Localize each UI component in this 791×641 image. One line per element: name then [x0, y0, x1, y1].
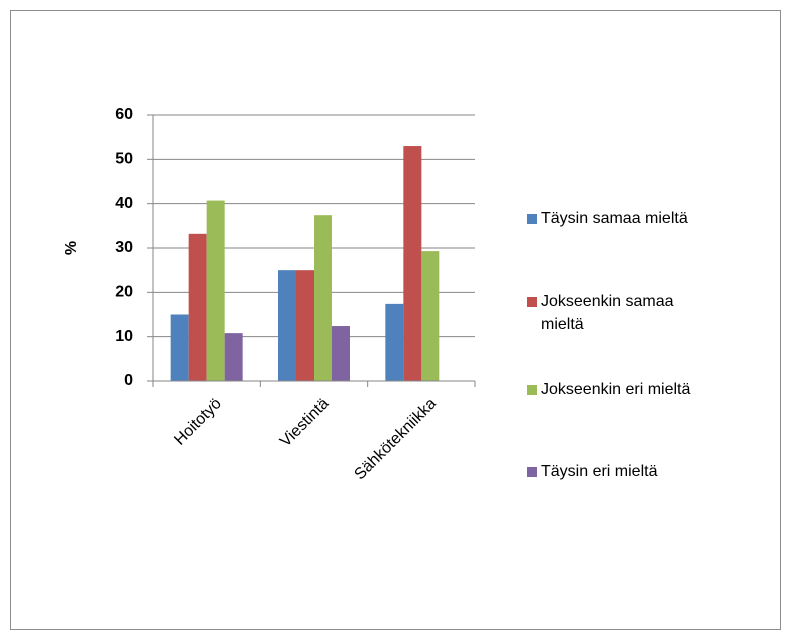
chart-frame — [10, 10, 781, 630]
bar — [332, 326, 350, 381]
bar — [385, 303, 404, 381]
y-tick-label: 60 — [115, 106, 133, 123]
y-tick-label: 20 — [115, 284, 133, 301]
legend-swatch — [527, 467, 537, 477]
x-tick-label: Viestintä — [277, 395, 332, 450]
bar — [224, 333, 243, 381]
legend-entry: Täysin eri mieltä — [527, 460, 771, 483]
legend-swatch — [527, 385, 537, 395]
legend-swatch — [527, 297, 537, 307]
y-tick-label: 30 — [115, 239, 133, 256]
y-tick-label: 10 — [115, 328, 133, 345]
bar — [188, 233, 207, 381]
bar — [278, 270, 296, 381]
bar — [403, 146, 422, 381]
y-tick-label: 40 — [115, 195, 133, 212]
bar — [206, 200, 225, 381]
y-tick-label: 50 — [115, 151, 133, 168]
y-tick-label: 0 — [124, 372, 133, 389]
bar — [314, 215, 332, 381]
bar — [421, 251, 440, 381]
x-tick-label: Sähkötekniikka — [351, 395, 439, 483]
legend-label: Täysin samaa mieltä — [541, 210, 688, 227]
legend-swatch — [527, 214, 537, 224]
x-tick-label: Hoitotyö — [171, 395, 225, 449]
legend-entry: Jokseenkin samaa mieltä — [527, 290, 681, 336]
bar — [296, 270, 314, 381]
y-axis-label: % — [63, 241, 80, 255]
legend-label: Jokseenkin eri mieltä — [541, 381, 691, 398]
legend-entry: Jokseenkin eri mieltä — [527, 378, 771, 401]
legend-entry: Täysin samaa mieltä — [527, 207, 771, 230]
legend-label: Täysin eri mieltä — [541, 463, 658, 480]
legend-label: Jokseenkin samaa mieltä — [541, 293, 674, 333]
bar — [170, 314, 189, 381]
